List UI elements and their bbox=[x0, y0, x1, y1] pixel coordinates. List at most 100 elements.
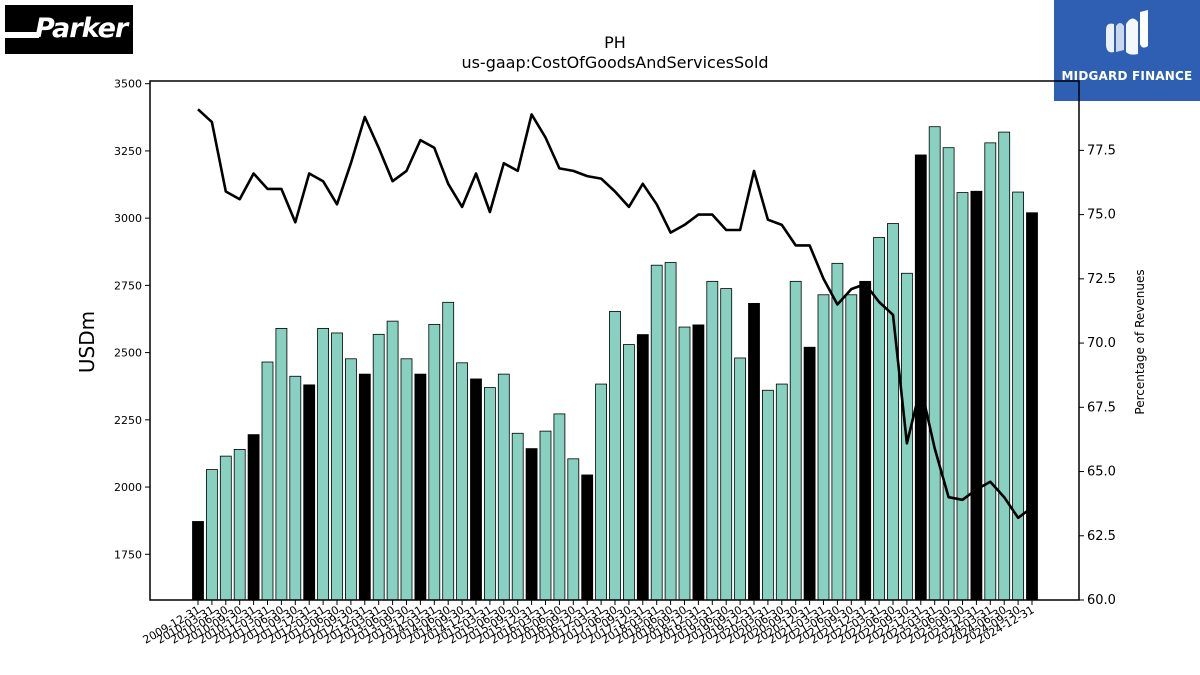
bar-2018-09-30 bbox=[678, 326, 691, 601]
x-tick-label: 2016-12-31 bbox=[530, 603, 592, 646]
bar-2022-06-30 bbox=[887, 223, 899, 601]
x-tick-label: 2019-03-31 bbox=[655, 603, 717, 646]
bar-2019-09-30 bbox=[734, 357, 746, 601]
x-tick-label: 2019-06-30 bbox=[669, 603, 731, 646]
x-tick-label: 2017-06-30 bbox=[558, 603, 620, 646]
bar-2020-09-30 bbox=[789, 280, 802, 601]
x-tick-label: 2015-06-30 bbox=[446, 603, 508, 646]
x-tick-label: 2023-09-30 bbox=[905, 603, 967, 646]
bar-2014-06-30 bbox=[442, 301, 455, 601]
x-tick-label: 2021-12-31 bbox=[808, 603, 870, 646]
x-tick-label: 2022-06-30 bbox=[836, 603, 898, 646]
x-tick-label: 2010-03-31 bbox=[155, 603, 217, 646]
bar-2020-06-30 bbox=[775, 383, 788, 601]
y-tick-label: 1750 bbox=[114, 548, 142, 561]
y2-tick-label: 75.0 bbox=[1087, 208, 1116, 223]
midgard-logo-text: MIDGARD FINANCE bbox=[1061, 69, 1193, 83]
y-tick-label: 3250 bbox=[114, 145, 142, 158]
bar-2017-06-30 bbox=[609, 311, 621, 601]
y2-tick-label: 65.0 bbox=[1087, 465, 1116, 480]
x-tick-label: 2009-12-31 bbox=[141, 603, 203, 646]
bar-2018-03-31 bbox=[650, 264, 663, 601]
x-tick-label: 2020-12-31 bbox=[752, 603, 814, 646]
bar-2017-09-30 bbox=[623, 344, 635, 601]
bar-2010-03-31 bbox=[205, 469, 218, 601]
x-tick-label: 2012-09-30 bbox=[294, 603, 356, 646]
x-tick-label: 2016-03-31 bbox=[488, 603, 550, 646]
y2-tick-label: 72.5 bbox=[1087, 272, 1116, 287]
y2-axis-label: Percentage of Revenues bbox=[1133, 269, 1147, 414]
chart-subtitle: us-gaap:CostOfGoodsAndServicesSold bbox=[461, 53, 768, 72]
x-tick-label: 2012-12-31 bbox=[307, 603, 369, 646]
bar-2014-09-30 bbox=[456, 362, 469, 601]
x-tick-label: 2015-09-30 bbox=[460, 603, 522, 646]
bar-2013-06-30 bbox=[386, 320, 399, 601]
bar-2022-03-31 bbox=[873, 237, 885, 601]
x-tick-label: 2020-03-31 bbox=[711, 603, 773, 646]
x-tick-label: 2016-09-30 bbox=[516, 603, 578, 646]
bar-2021-06-30 bbox=[831, 262, 844, 601]
x-tick-label: 2024-09-30 bbox=[961, 603, 1023, 646]
parker-logo: Parker bbox=[5, 5, 133, 54]
x-tick-label: 2021-06-30 bbox=[780, 603, 842, 646]
bar-2017-03-31 bbox=[595, 383, 607, 601]
y2-tick-label: 70.0 bbox=[1087, 336, 1116, 351]
x-tick-label: 2021-03-31 bbox=[766, 603, 828, 646]
bar-2023-03-31 bbox=[928, 126, 941, 601]
y-tick-label: 3000 bbox=[114, 212, 142, 225]
x-tick-label: 2017-09-30 bbox=[572, 603, 634, 646]
bar-2015-06-30 bbox=[497, 373, 510, 601]
x-tick-label: 2014-03-31 bbox=[377, 603, 439, 646]
bar-2015-03-31 bbox=[483, 387, 496, 601]
chart-title: PH bbox=[604, 33, 626, 52]
bar-2020-03-31 bbox=[762, 389, 774, 601]
y2-tick-label: 77.5 bbox=[1087, 143, 1116, 158]
x-tick-label: 2012-03-31 bbox=[266, 603, 328, 646]
y-tick-label: 3500 bbox=[114, 78, 142, 91]
bar-2021-03-31 bbox=[817, 294, 830, 601]
bar-2013-09-30 bbox=[400, 358, 413, 601]
y2-tick-label: 62.5 bbox=[1087, 529, 1116, 544]
x-tick-label: 2023-03-31 bbox=[877, 603, 939, 646]
x-tick-label: 2013-09-30 bbox=[349, 603, 411, 646]
bar-2015-12-31 bbox=[525, 448, 538, 601]
bar-2019-06-30 bbox=[720, 288, 733, 601]
y-tick-label: 2750 bbox=[114, 279, 142, 292]
x-tick-label: 2010-12-31 bbox=[196, 603, 258, 646]
midgard-logo-mark-icon bbox=[1106, 10, 1148, 55]
x-tick-label: 2022-09-30 bbox=[850, 603, 912, 646]
x-tick-label: 2013-03-31 bbox=[321, 603, 383, 646]
bar-2011-09-30 bbox=[289, 375, 302, 601]
x-tick-label: 2013-12-31 bbox=[363, 603, 425, 646]
x-tick-label: 2015-12-31 bbox=[474, 603, 536, 646]
x-tick-label: 2023-06-30 bbox=[891, 603, 953, 646]
bar-2018-06-30 bbox=[664, 262, 677, 601]
x-tick-label: 2014-06-30 bbox=[391, 603, 453, 646]
bar-2011-03-31 bbox=[261, 361, 274, 601]
x-tick-label: 2010-09-30 bbox=[182, 603, 244, 646]
x-tick-label: 2018-06-30 bbox=[613, 603, 675, 646]
x-tick-label: 2013-06-30 bbox=[335, 603, 397, 646]
bar-2015-09-30 bbox=[511, 432, 524, 601]
x-tick-label: 2019-12-31 bbox=[697, 603, 759, 646]
x-tick-label: 2017-03-31 bbox=[544, 603, 606, 646]
x-tick-label: 2022-03-31 bbox=[822, 603, 884, 646]
y-tick-label: 2000 bbox=[114, 481, 142, 494]
bar-2023-12-31 bbox=[970, 190, 983, 601]
bar-2011-06-30 bbox=[275, 327, 288, 601]
y-tick-label: 2500 bbox=[114, 347, 142, 360]
x-tick-label: 2016-06-30 bbox=[502, 603, 564, 646]
bar-2020-12-31 bbox=[803, 346, 816, 601]
y2-tick-label: 67.5 bbox=[1087, 400, 1116, 415]
x-tick-label: 2020-09-30 bbox=[738, 603, 800, 646]
x-tick-label: 2014-09-30 bbox=[405, 603, 467, 646]
y-axis-label: USDm bbox=[75, 311, 99, 373]
bar-2012-09-30 bbox=[344, 358, 357, 601]
bar-2016-03-31 bbox=[539, 430, 552, 601]
x-tick-label: 2017-12-31 bbox=[585, 603, 647, 646]
x-tick-label: 2018-03-31 bbox=[599, 603, 661, 646]
x-tick-label: 2023-12-31 bbox=[919, 603, 981, 646]
bar-2009-12-31 bbox=[192, 521, 204, 601]
bar-2016-09-30 bbox=[567, 458, 580, 601]
